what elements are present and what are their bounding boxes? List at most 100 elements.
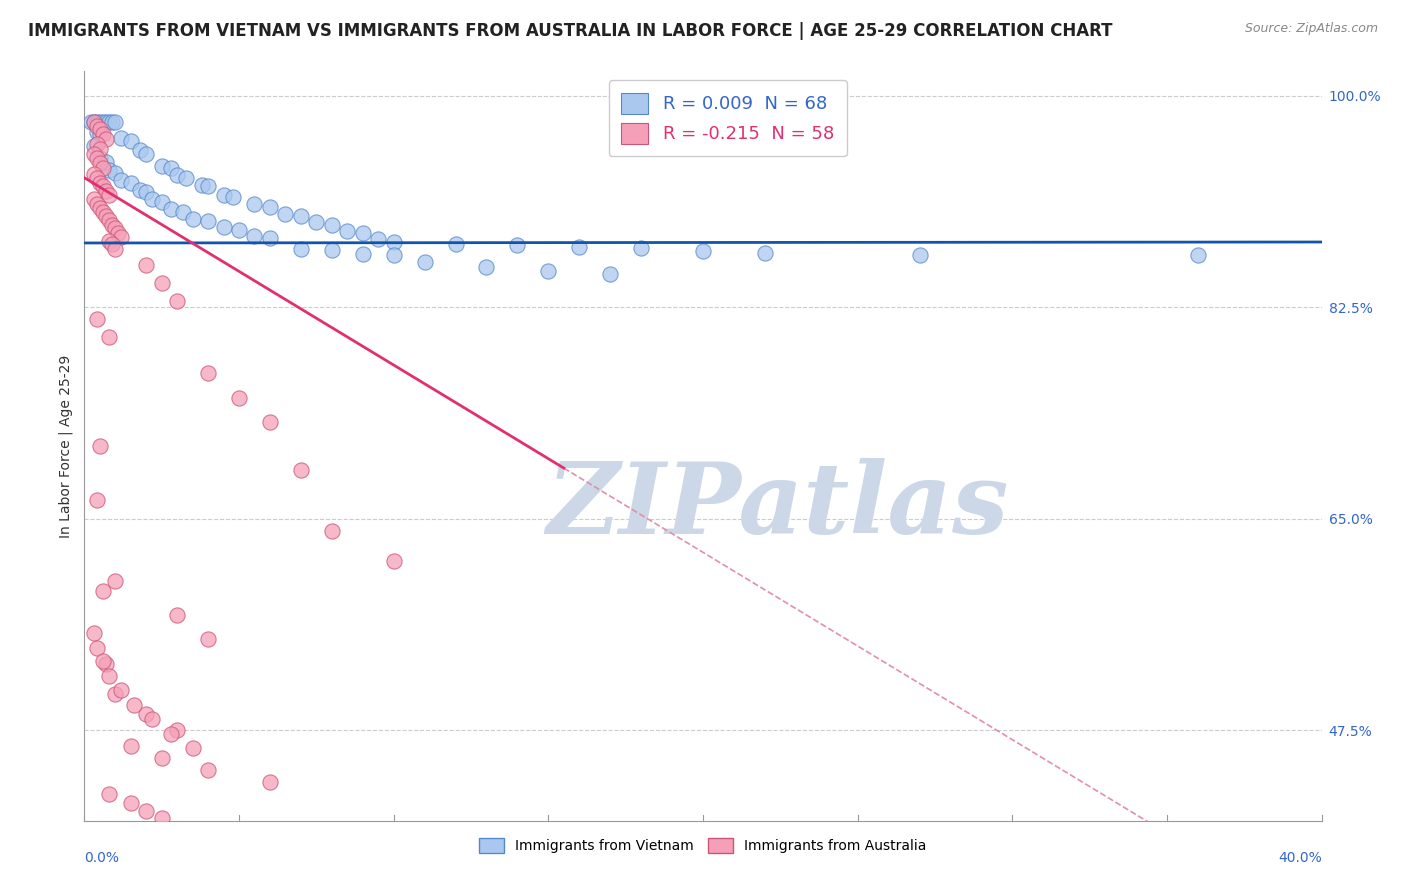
Point xyxy=(692,244,714,259)
Point xyxy=(107,227,129,241)
Point xyxy=(141,712,163,726)
Point xyxy=(120,796,142,810)
Point xyxy=(150,811,173,825)
Point xyxy=(382,235,405,249)
Point xyxy=(83,626,105,640)
Point xyxy=(110,230,132,244)
Point xyxy=(212,220,235,235)
Point xyxy=(110,131,132,145)
Point xyxy=(197,367,219,381)
Point xyxy=(290,210,312,224)
Point xyxy=(104,574,127,589)
Point xyxy=(160,202,183,216)
Point xyxy=(89,122,111,136)
Point xyxy=(129,183,152,197)
Point xyxy=(506,238,529,252)
Point xyxy=(104,166,127,180)
Point xyxy=(101,115,124,129)
Point xyxy=(150,276,173,290)
Point xyxy=(91,179,114,194)
Point xyxy=(129,143,152,157)
Point xyxy=(104,115,127,129)
Point xyxy=(222,190,245,204)
Point xyxy=(243,228,266,243)
Point xyxy=(1187,248,1209,262)
Point xyxy=(104,687,127,701)
Point xyxy=(83,193,105,207)
Point xyxy=(367,232,389,246)
Point xyxy=(160,726,183,740)
Point xyxy=(166,608,188,623)
Point xyxy=(101,237,124,252)
Point xyxy=(110,173,132,187)
Point xyxy=(352,227,374,241)
Point xyxy=(120,135,142,149)
Text: ZIPatlas: ZIPatlas xyxy=(546,458,1008,554)
Point xyxy=(382,248,405,262)
Point xyxy=(259,775,281,789)
Point xyxy=(91,127,114,141)
Point xyxy=(135,707,157,722)
Point xyxy=(150,159,173,173)
Point xyxy=(98,115,121,129)
Point xyxy=(120,739,142,753)
Point xyxy=(110,683,132,698)
Text: 40.0%: 40.0% xyxy=(1278,851,1322,865)
Point xyxy=(86,493,108,508)
Point xyxy=(89,201,111,215)
Point xyxy=(104,242,127,256)
Point xyxy=(290,242,312,256)
Point xyxy=(537,264,560,278)
Point xyxy=(86,312,108,326)
Point xyxy=(336,224,359,238)
Point xyxy=(86,170,108,185)
Point xyxy=(89,156,111,170)
Point xyxy=(228,391,250,405)
Point xyxy=(908,248,931,262)
Point xyxy=(94,210,117,224)
Point xyxy=(98,787,121,801)
Point xyxy=(274,207,297,221)
Point xyxy=(91,161,114,175)
Point xyxy=(83,115,105,129)
Point xyxy=(181,741,204,756)
Point xyxy=(86,119,108,133)
Point xyxy=(86,115,108,129)
Point xyxy=(176,170,198,185)
Text: 0.0%: 0.0% xyxy=(84,851,120,865)
Point xyxy=(150,751,173,765)
Point xyxy=(94,155,117,169)
Point xyxy=(135,804,157,818)
Point xyxy=(89,152,111,166)
Point xyxy=(172,204,194,219)
Point xyxy=(568,239,591,253)
Point xyxy=(98,668,121,682)
Point xyxy=(89,439,111,453)
Point xyxy=(104,221,127,235)
Point xyxy=(259,200,281,214)
Point xyxy=(122,698,145,712)
Point xyxy=(166,169,188,183)
Point xyxy=(259,231,281,245)
Point xyxy=(94,184,117,198)
Point xyxy=(89,176,111,190)
Point xyxy=(413,255,436,269)
Point xyxy=(305,215,328,229)
Point xyxy=(191,178,214,192)
Point xyxy=(89,115,111,129)
Point xyxy=(86,197,108,211)
Point xyxy=(98,213,121,227)
Point xyxy=(98,163,121,178)
Point xyxy=(94,132,117,146)
Point xyxy=(321,244,343,258)
Point xyxy=(79,115,101,129)
Point xyxy=(141,193,163,207)
Y-axis label: In Labor Force | Age 25-29: In Labor Force | Age 25-29 xyxy=(59,354,73,538)
Point xyxy=(83,139,105,153)
Point xyxy=(83,115,105,129)
Point xyxy=(160,161,183,175)
Point xyxy=(197,632,219,647)
Point xyxy=(89,142,111,156)
Point xyxy=(259,415,281,429)
Point xyxy=(754,245,776,260)
